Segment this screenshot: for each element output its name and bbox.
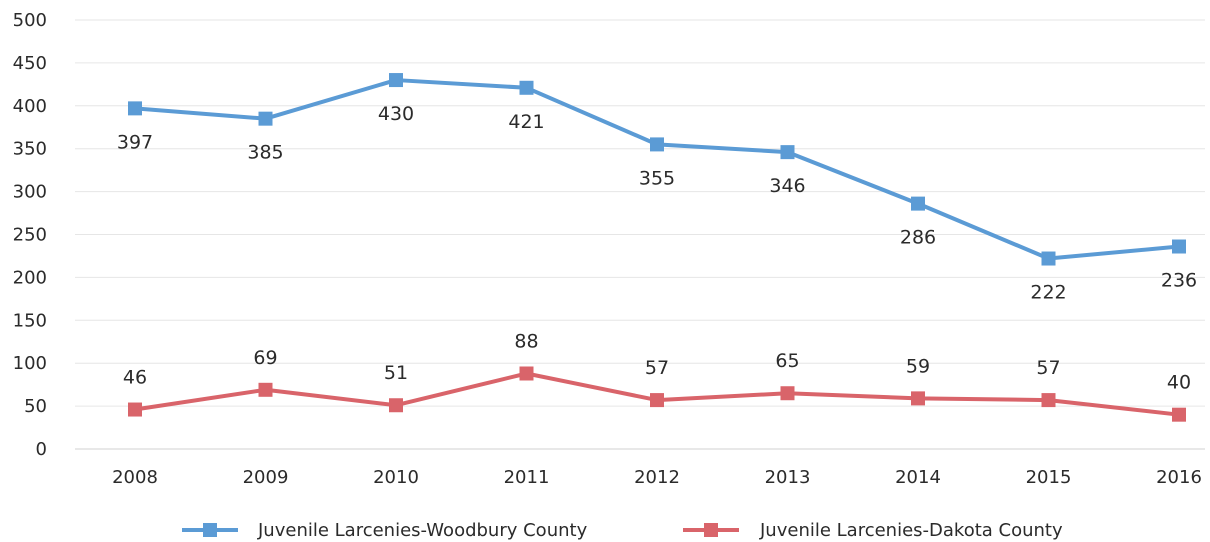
x-tick-label: 2014	[895, 467, 941, 488]
data-point-dakota	[911, 391, 925, 406]
data-point-dakota	[389, 398, 403, 413]
data-label-dakota: 69	[253, 347, 277, 369]
y-tick-label: 300	[13, 182, 47, 203]
data-label-woodbury: 421	[508, 111, 544, 133]
y-tick-label: 250	[13, 225, 47, 246]
y-tick-label: 50	[24, 396, 47, 417]
legend-label-woodbury: Juvenile Larcenies-Woodbury County	[257, 520, 588, 541]
data-label-dakota: 88	[514, 330, 538, 352]
data-label-woodbury: 355	[639, 167, 675, 189]
x-axis: 2008 2009 2010 2011 2012 2013 2014 2015 2016	[112, 467, 1202, 488]
data-point-woodbury	[650, 137, 664, 152]
data-label-woodbury: 346	[769, 175, 805, 197]
data-label-dakota: 51	[384, 362, 408, 384]
x-tick-label: 2016	[1156, 467, 1202, 488]
x-tick-label: 2008	[112, 467, 158, 488]
y-tick-label: 100	[13, 353, 47, 374]
legend-label-dakota: Juvenile Larcenies-Dakota County	[759, 520, 1063, 541]
series-lines	[128, 73, 1186, 422]
data-label-dakota: 57	[645, 357, 669, 379]
data-label-woodbury: 397	[117, 131, 153, 153]
y-tick-label: 500	[13, 10, 47, 31]
data-label-dakota: 40	[1167, 372, 1191, 394]
legend-marker-dakota	[704, 523, 718, 537]
x-tick-label: 2015	[1026, 467, 1072, 488]
data-point-dakota	[1041, 393, 1056, 408]
y-tick-label: 0	[36, 439, 47, 460]
legend-item-woodbury: Juvenile Larcenies-Woodbury County	[182, 520, 588, 541]
legend-item-dakota: Juvenile Larcenies-Dakota County	[683, 520, 1063, 541]
data-point-woodbury	[389, 73, 403, 88]
data-point-woodbury	[258, 111, 273, 126]
data-label-dakota: 65	[775, 350, 799, 372]
data-point-woodbury	[911, 196, 925, 211]
x-tick-label: 2013	[765, 467, 811, 488]
data-label-woodbury: 385	[247, 142, 283, 164]
y-tick-label: 400	[13, 96, 47, 117]
data-point-woodbury	[1041, 251, 1056, 266]
y-tick-label: 150	[13, 310, 47, 331]
legend-marker-woodbury	[203, 523, 217, 537]
x-tick-label: 2009	[243, 467, 289, 488]
data-label-dakota: 46	[123, 367, 147, 389]
data-label-dakota: 59	[906, 355, 930, 377]
x-tick-label: 2011	[504, 467, 550, 488]
data-labels: 397 385 430 421 355 346 286 222 236 46 69 51 88 57 65 5…	[117, 103, 1197, 394]
data-point-dakota	[650, 393, 664, 408]
data-label-woodbury: 286	[900, 227, 936, 249]
data-point-dakota	[258, 382, 273, 397]
data-point-woodbury	[519, 80, 534, 95]
gridlines	[75, 19, 1205, 450]
data-label-woodbury: 430	[378, 103, 414, 125]
legend: Juvenile Larcenies-Woodbury County Juveni…	[182, 520, 1063, 541]
data-point-dakota	[780, 386, 795, 401]
data-label-woodbury: 236	[1161, 270, 1197, 292]
y-axis: 0 50 100 150 200 250 300 350 400 450 500	[13, 10, 47, 460]
y-tick-label: 200	[13, 267, 47, 288]
data-label-dakota: 57	[1036, 357, 1060, 379]
data-point-dakota	[1172, 407, 1186, 422]
x-tick-label: 2010	[373, 467, 419, 488]
data-label-woodbury: 222	[1030, 282, 1066, 304]
data-point-woodbury	[780, 145, 795, 160]
y-tick-label: 350	[13, 139, 47, 160]
x-tick-label: 2012	[634, 467, 680, 488]
data-point-woodbury	[128, 101, 142, 116]
data-point-dakota	[128, 402, 142, 417]
data-point-woodbury	[1172, 239, 1186, 254]
y-tick-label: 450	[13, 53, 47, 74]
data-point-dakota	[519, 366, 534, 381]
